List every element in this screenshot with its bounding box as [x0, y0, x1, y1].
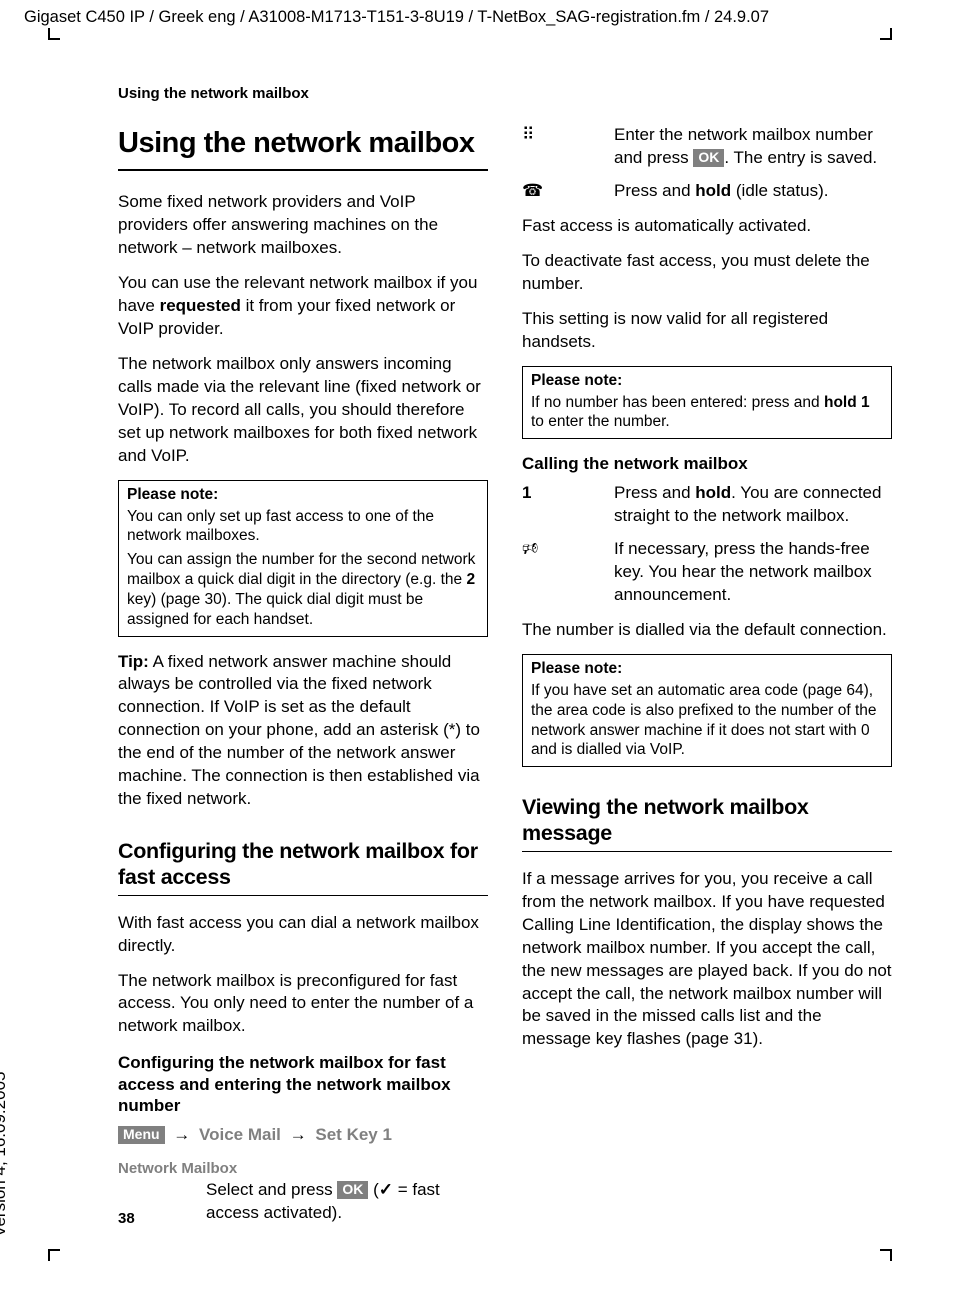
intro-p2: You can use the relevant network mailbox… — [118, 272, 488, 341]
crop-mark-tr — [880, 38, 892, 40]
step-press-hold: Press and hold (idle status). — [614, 180, 892, 203]
note1-p2-b: key) (page 30). The quick dial digit mus… — [127, 591, 423, 628]
network-mailbox-desc: Select and press OK (✓ = fast access act… — [206, 1179, 488, 1225]
n2-d: to enter the number. — [531, 413, 670, 430]
call1-hold: hold — [695, 483, 731, 502]
section-viewing: Viewing the network mailbox message — [522, 795, 892, 852]
call-step-2: If necessary, press the hands-free key. … — [614, 538, 892, 607]
n2-key-1: 1 — [861, 394, 870, 411]
note-box-3: Please note: If you have set an automati… — [522, 654, 892, 767]
step-hold-c: (idle status). — [731, 181, 828, 200]
crop-mark-tl — [48, 38, 60, 40]
nav-voice-mail: Voice Mail — [199, 1125, 281, 1144]
page-number: 38 — [118, 1209, 135, 1229]
subsection-configuring: Configuring the network mailbox for fast… — [118, 1052, 488, 1116]
intro-p1: Some fixed network providers and VoIP pr… — [118, 191, 488, 260]
n2-hold: hold — [824, 394, 857, 411]
call1-a: Press and — [614, 483, 695, 502]
network-mailbox-label: Network Mailbox — [118, 1159, 488, 1179]
call-step-1: Press and hold. You are connected straig… — [614, 482, 892, 528]
step-list-top: ⠿ Enter the network mailbox number and p… — [522, 124, 892, 203]
crop-mark-br — [880, 1249, 892, 1251]
page-content: Using the network mailbox Using the netw… — [118, 84, 892, 1237]
arrow-icon: → — [290, 1124, 307, 1147]
nm-desc-b: ( — [368, 1180, 378, 1199]
note1-p2-a: You can assign the number for the second… — [127, 551, 475, 588]
right-p1: Fast access is automatically activated. — [522, 215, 892, 238]
menu-path: Menu → Voice Mail → Set Key 1 — [118, 1124, 488, 1147]
right-p2: To deactivate fast access, you must dele… — [522, 250, 892, 296]
view-p1: If a message arrives for you, you receiv… — [522, 868, 892, 1052]
intro-p2-bold: requested — [160, 296, 241, 315]
note1-p1: You can only set up fast access to one o… — [127, 507, 479, 547]
key-1-label: 1 — [522, 482, 610, 528]
note-title: Please note: — [531, 659, 883, 679]
n2-a: If no number has been entered: press and — [531, 394, 824, 411]
crop-mark-bl — [48, 1249, 60, 1251]
section-configuring: Configuring the network mailbox for fast… — [118, 839, 488, 896]
cfg-p1: With fast access you can dial a network … — [118, 912, 488, 958]
network-mailbox-item: Network Mailbox Select and press OK (✓ =… — [118, 1159, 488, 1225]
intro-p3: The network mailbox only answers incomin… — [118, 353, 488, 468]
arrow-icon: → — [173, 1124, 190, 1147]
step-hold-a: Press and — [614, 181, 695, 200]
tip-body: A fixed network answer machine should al… — [118, 652, 480, 809]
cfg-p2: The network mailbox is preconfigured for… — [118, 970, 488, 1039]
running-head: Using the network mailbox — [118, 84, 892, 104]
note-title: Please note: — [531, 371, 883, 391]
version-side-text: Version 4, 16.09.2005 — [0, 1072, 12, 1237]
calling-step-list: 1 Press and hold. You are connected stra… — [522, 482, 892, 607]
handsfree-icon: 🕫 — [522, 538, 610, 607]
hangup-icon: ☎ — [522, 180, 610, 203]
note2-body: If no number has been entered: press and… — [531, 393, 883, 433]
note-title: Please note: — [127, 485, 479, 505]
note-box-2: Please note: If no number has been enter… — [522, 366, 892, 439]
step-hold-bold: hold — [695, 181, 731, 200]
right-p3: This setting is now valid for all regist… — [522, 308, 892, 354]
right-column: ⠿ Enter the network mailbox number and p… — [522, 124, 892, 1237]
nm-desc-a: Select and press — [206, 1180, 337, 1199]
note-box-1: Please note: You can only set up fast ac… — [118, 480, 488, 637]
ok-badge: OK — [337, 1181, 368, 1199]
nav-set-key-1: Set Key 1 — [315, 1125, 392, 1144]
note1-p2-key: 2 — [466, 571, 475, 588]
tip-paragraph: Tip: A fixed network answer machine shou… — [118, 651, 488, 812]
subsection-calling: Calling the network mailbox — [522, 453, 892, 474]
step-enter-b: . The entry is saved. — [724, 148, 877, 167]
menu-badge: Menu — [118, 1126, 165, 1144]
tip-label: Tip: — [118, 652, 149, 671]
crop-header: Gigaset C450 IP / Greek eng / A31008-M17… — [24, 6, 769, 28]
note3-body: If you have set an automatic area code (… — [531, 681, 883, 760]
right-p4: The number is dialled via the default co… — [522, 619, 892, 642]
page-title: Using the network mailbox — [118, 124, 488, 171]
check-icon: ✓ — [379, 1180, 393, 1199]
keypad-icon: ⠿ — [522, 124, 610, 170]
step-enter-number: Enter the network mailbox number and pre… — [614, 124, 892, 170]
left-column: Using the network mailbox Some fixed net… — [118, 124, 488, 1237]
note1-p2: You can assign the number for the second… — [127, 550, 479, 629]
ok-badge: OK — [693, 149, 724, 167]
